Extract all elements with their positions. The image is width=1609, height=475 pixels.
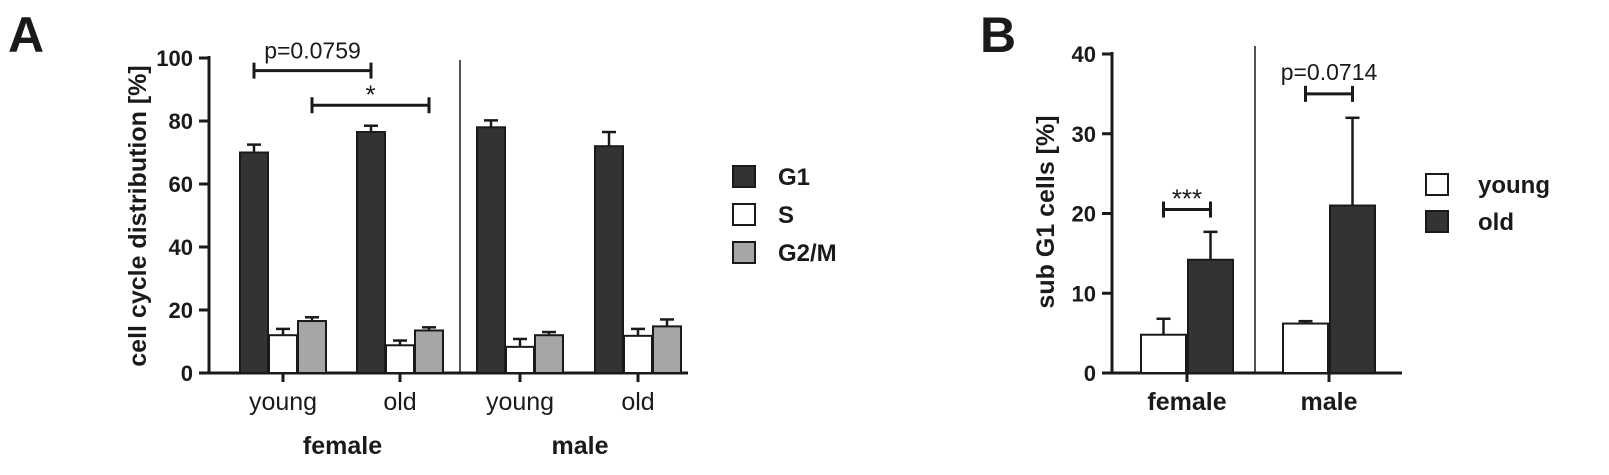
bar-female-old-S	[385, 344, 415, 374]
panel-b-y-tick-label: 10	[1072, 281, 1096, 306]
legend-label-young: young	[1478, 172, 1550, 199]
x-label-male: male	[1301, 388, 1358, 416]
bar-male-young-G2/M	[534, 334, 564, 375]
bar-female-young-G1	[239, 151, 269, 374]
group-label-female: female	[303, 432, 382, 460]
panel-b-y-axis-label: sub G1 cells [%]	[1032, 115, 1060, 308]
bar-male-young-S	[505, 345, 535, 375]
legend-swatch-S	[732, 203, 756, 226]
panel-a-label: A	[8, 7, 44, 63]
legend-swatch-young	[1425, 173, 1449, 196]
bar-male-old	[1329, 204, 1376, 374]
bar-male-old-G2/M	[652, 325, 682, 375]
legend-label-G1: G1	[778, 164, 810, 191]
bar-female-young	[1140, 333, 1187, 374]
panel-a-y-tick-label: 100	[156, 46, 193, 71]
bar-female-young-S	[268, 334, 298, 375]
panel-a-significance-label: p=0.0759	[264, 38, 361, 64]
panel-a-significance-label: *	[365, 79, 375, 109]
panel-b-label: B	[980, 7, 1016, 63]
x-label-female: female	[1147, 388, 1226, 416]
x-label-old: old	[621, 388, 654, 416]
bar-male-old-S	[623, 334, 653, 374]
legend-swatch-G1	[732, 165, 756, 188]
bar-male-old-G1	[594, 145, 624, 374]
legend-label-G2/M: G2/M	[778, 240, 837, 267]
x-label-young: young	[486, 388, 554, 416]
panel-a-y-axis-label: cell cycle distribution [%]	[124, 65, 152, 366]
panel-b-y-tick-label: 0	[1084, 361, 1096, 386]
panel-b-y-tick-label: 20	[1072, 202, 1096, 227]
panel-a-y-tick-label: 40	[169, 235, 193, 260]
bar-female-young-G2/M	[297, 320, 327, 374]
legend-label-old: old	[1478, 209, 1514, 236]
panel-a-y-tick-label: 80	[169, 109, 193, 134]
panel-a-y-tick-label: 60	[169, 172, 193, 197]
bar-male-young-G1	[476, 126, 506, 374]
panel-b-significance-label: ***	[1172, 184, 1202, 214]
x-label-young: young	[249, 388, 317, 416]
panel-b-chart: 0 10 20 30 40 sub G1 cells [%] female *** male p=…	[1032, 42, 1550, 416]
panel-a-y-tick-label: 20	[169, 298, 193, 323]
panel-b-significance-label: p=0.0714	[1281, 59, 1378, 85]
legend-swatch-old	[1425, 210, 1449, 233]
group-label-male: male	[552, 432, 609, 460]
panel-b-y-tick-label: 30	[1072, 122, 1096, 147]
bar-female-old-G1	[356, 131, 386, 374]
panel-a-y-tick-label: 0	[181, 361, 193, 386]
x-label-old: old	[383, 388, 416, 416]
bar-female-old	[1187, 258, 1234, 375]
legend-swatch-G2/M	[732, 241, 756, 264]
bar-male-young	[1282, 322, 1329, 374]
legend-label-S: S	[778, 202, 794, 229]
bar-female-old-G2/M	[414, 329, 444, 375]
panel-b-y-tick-label: 40	[1072, 42, 1096, 67]
